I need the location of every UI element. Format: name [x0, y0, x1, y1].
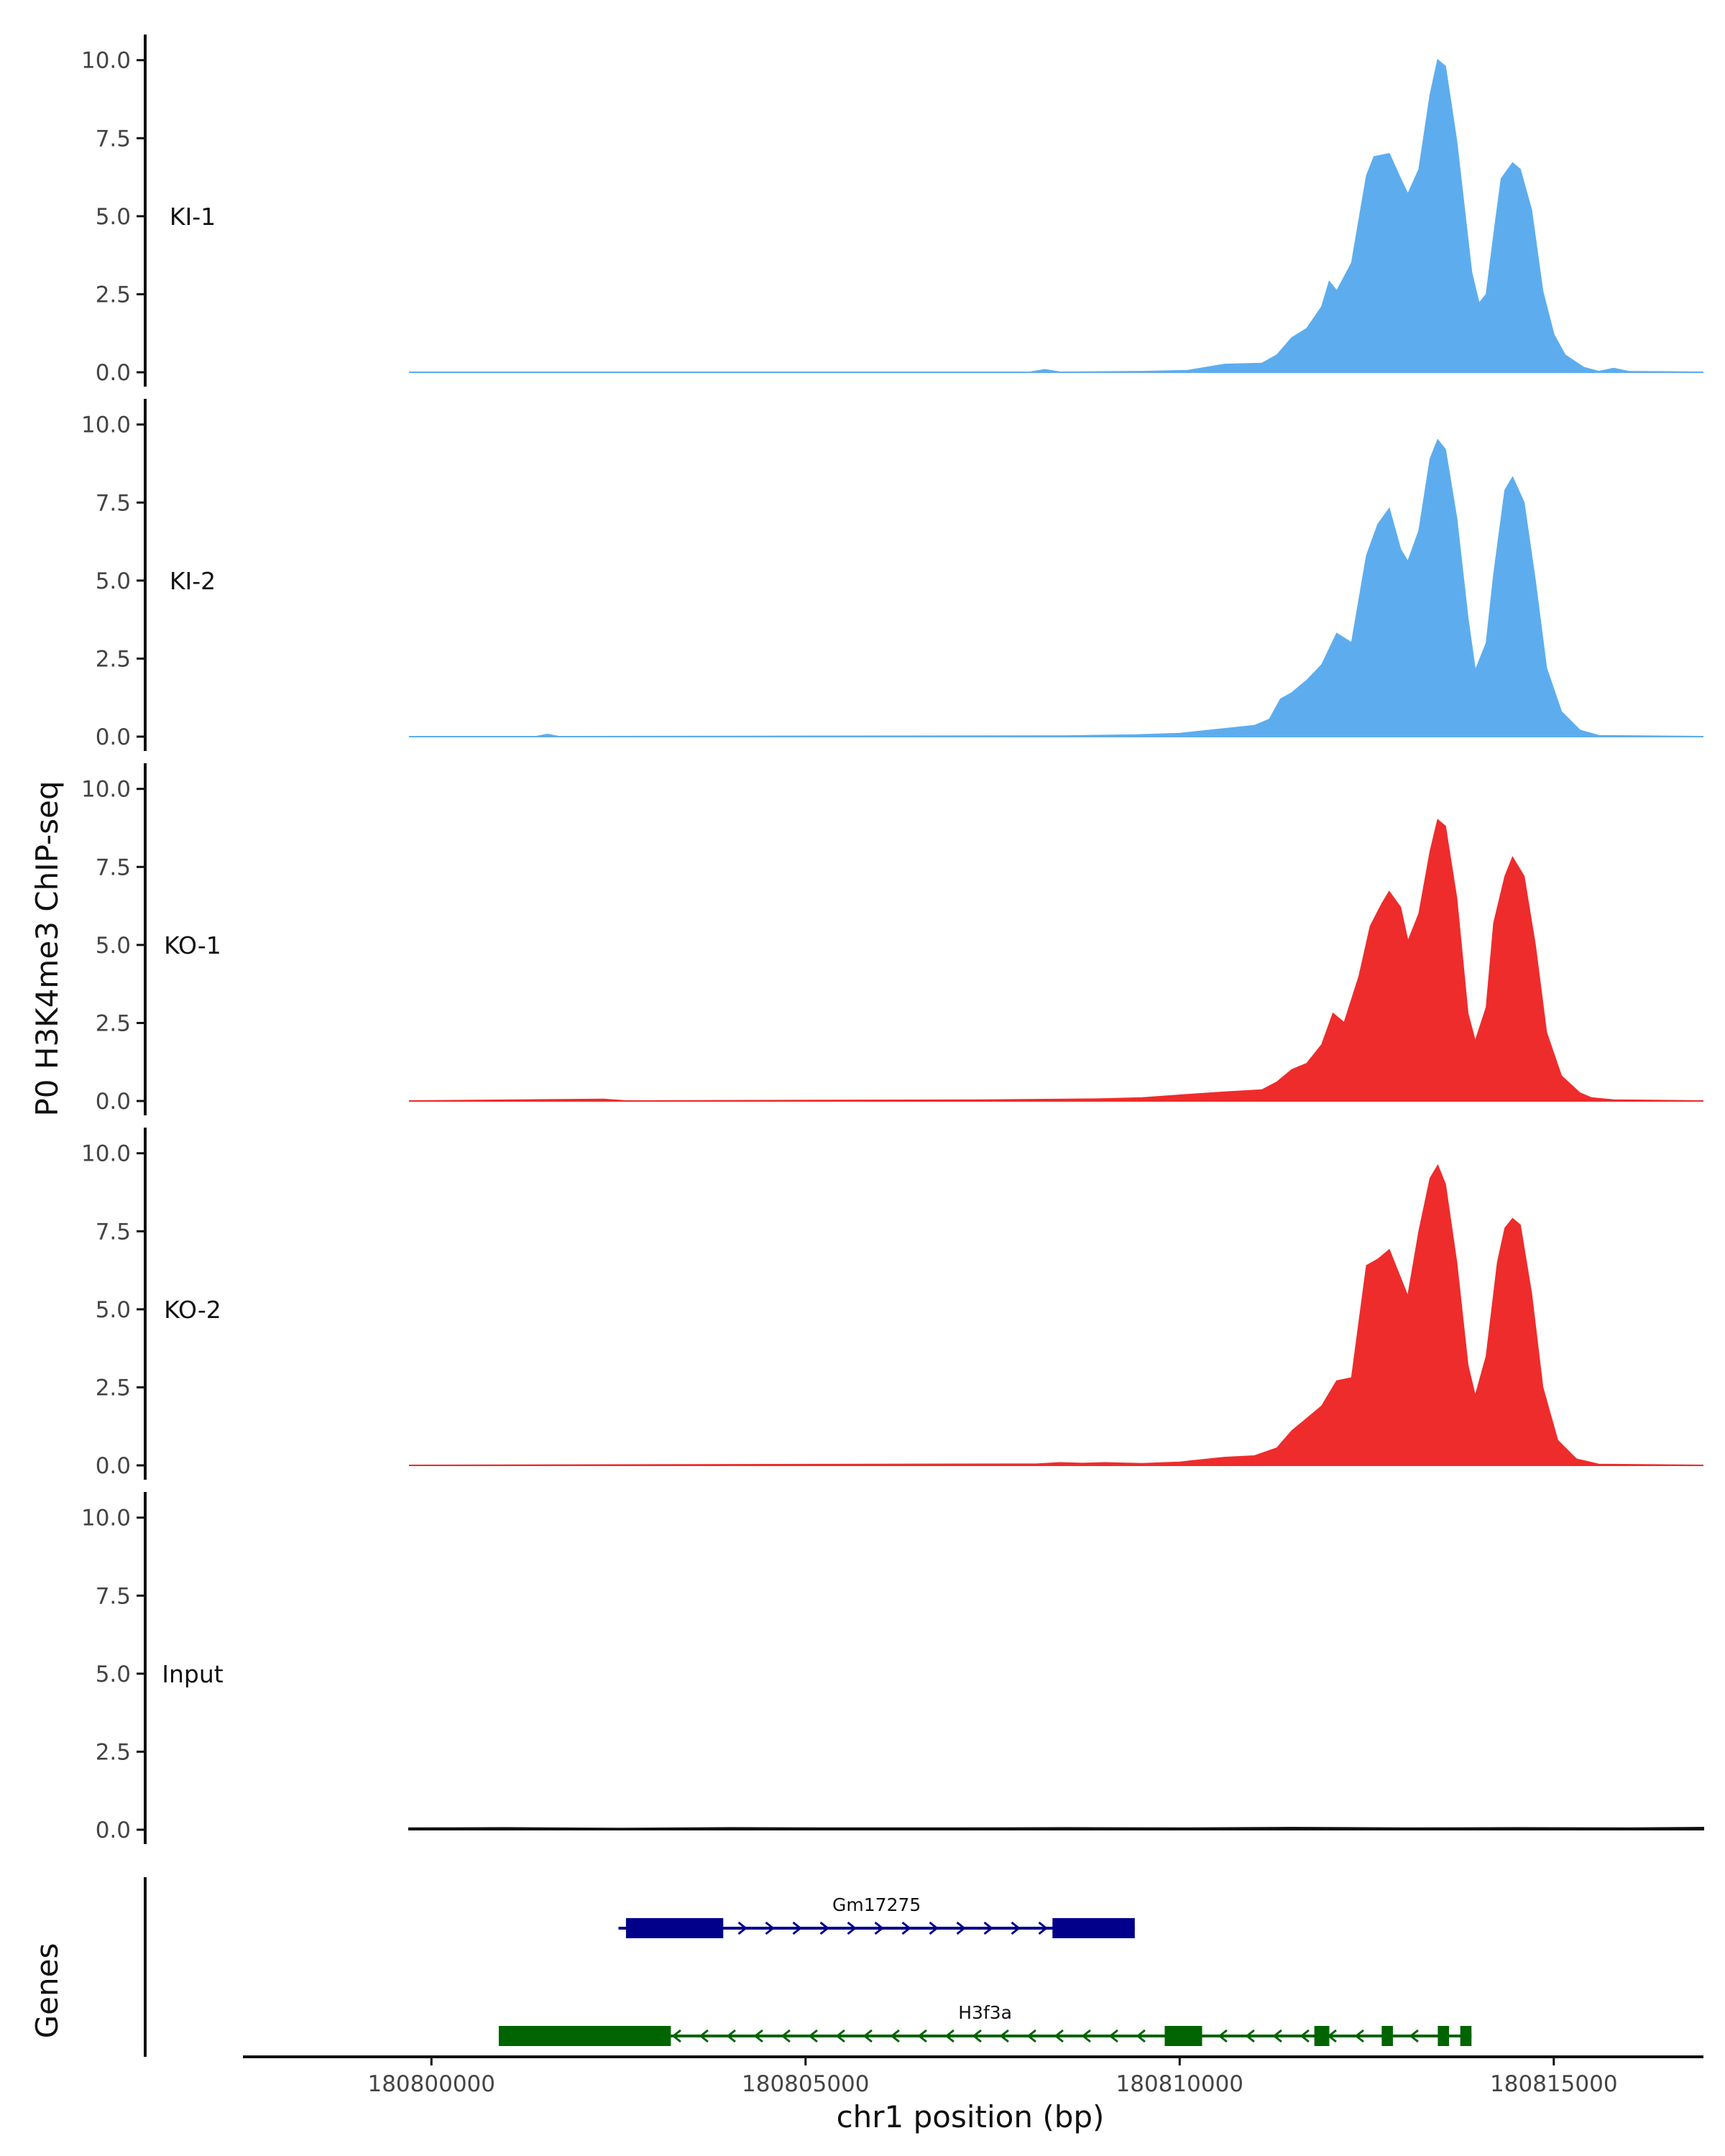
gene-1: H3f3a — [498, 2002, 1472, 2046]
gene-0: Gm17275 — [618, 1894, 1135, 1938]
y-tick-label: 5.0 — [96, 1662, 131, 1687]
strand-chevron — [972, 2029, 982, 2043]
strand-chevron — [781, 2029, 791, 2043]
strand-chevron — [699, 2029, 709, 2043]
strand-chevron — [1054, 2029, 1064, 2043]
coverage-area — [408, 1826, 1704, 1830]
strand-chevron — [862, 2029, 873, 2043]
y-tick-label: 7.5 — [96, 1583, 131, 1609]
y-tick-label: 5.0 — [96, 204, 131, 230]
y-tick-label: 7.5 — [96, 854, 131, 880]
strand-chevron — [1108, 2029, 1118, 2043]
strand-chevron — [1300, 2029, 1310, 2043]
strand-chevron — [890, 2029, 900, 2043]
strand-chevron — [1026, 2029, 1036, 2043]
y-tick-label: 0.0 — [96, 360, 131, 386]
x-axis: 180800000 180805000 180810000 180815000 — [243, 2055, 1703, 2097]
strand-chevron — [901, 1921, 911, 1935]
strand-chevron — [671, 2029, 681, 2043]
y-tick-label: 2.5 — [96, 1375, 131, 1401]
gene-exon — [498, 2026, 671, 2046]
strand-chevron — [753, 2029, 763, 2043]
gene-exon — [1314, 2026, 1330, 2046]
strand-chevron — [819, 1921, 829, 1935]
track-3: 0.0 2.5 5.0 7.5 10.0 KO-2 — [81, 1128, 1704, 1480]
gene-exon — [1052, 1918, 1135, 1938]
strand-chevron — [1409, 2029, 1419, 2043]
strand-chevron — [999, 2029, 1009, 2043]
y-tick-label: 0.0 — [96, 1818, 131, 1843]
track-label: KO-2 — [164, 1296, 221, 1324]
gene-track: Gm17275 H3f3a — [144, 1877, 1472, 2057]
track-2: 0.0 2.5 5.0 7.5 10.0 KO-1 — [81, 763, 1704, 1115]
strand-chevron — [1272, 2029, 1282, 2043]
gene-exon — [1438, 2026, 1450, 2046]
strand-chevron — [835, 2029, 845, 2043]
y-tick-label: 0.0 — [96, 1453, 131, 1479]
y-tick-label: 10.0 — [81, 48, 131, 74]
y-tick-label: 2.5 — [96, 1010, 131, 1036]
coverage-area — [408, 1164, 1704, 1466]
strand-chevron — [983, 1921, 993, 1935]
strand-chevron — [726, 2029, 736, 2043]
gene-exon — [1381, 2026, 1393, 2046]
x-tick-label: 180800000 — [367, 2071, 495, 2097]
x-tick-label: 180815000 — [1490, 2071, 1618, 2097]
gene-exon — [1164, 2026, 1202, 2046]
strand-chevron — [808, 2029, 818, 2043]
coverage-area — [408, 819, 1704, 1102]
track-label: KO-1 — [164, 931, 221, 959]
gene-exon — [625, 1918, 724, 1938]
y-tick-label: 7.5 — [96, 1219, 131, 1245]
y-tick-label: 7.5 — [96, 490, 131, 516]
track-label: KI-2 — [170, 567, 216, 595]
strand-chevron — [929, 1921, 939, 1935]
coverage-area — [409, 58, 1704, 374]
track-4: 0.0 2.5 5.0 7.5 10.0 Input — [81, 1492, 1704, 1844]
gene-label: H3f3a — [958, 2002, 1012, 2023]
strand-chevron — [1354, 2029, 1364, 2043]
genes-axis-title: Genes — [29, 1943, 65, 2039]
y-tick-label: 2.5 — [96, 1739, 131, 1765]
strand-chevron — [1136, 2029, 1146, 2043]
strand-chevron — [1218, 2029, 1228, 2043]
y-tick-label: 10.0 — [81, 777, 131, 803]
strand-chevron — [874, 1921, 884, 1935]
y-tick-label: 0.0 — [96, 724, 131, 750]
strand-chevron — [765, 1921, 775, 1935]
y-tick-label: 0.0 — [96, 1089, 131, 1115]
y-tick-label: 10.0 — [81, 1141, 131, 1167]
strand-chevron — [737, 1921, 748, 1935]
y-tick-label: 10.0 — [81, 413, 131, 438]
strand-chevron — [1038, 1921, 1048, 1935]
strand-chevron — [792, 1921, 802, 1935]
strand-chevron — [1011, 1921, 1021, 1935]
coverage-tracks: 0.0 2.5 5.0 7.5 10.0 KI-1 0.0 2.5 5.0 7.5 10.0 KI-2… — [81, 34, 1704, 1844]
y-tick-label: 5.0 — [96, 568, 131, 594]
y-tick-label: 5.0 — [96, 1297, 131, 1323]
track-0: 0.0 2.5 5.0 7.5 10.0 KI-1 — [81, 34, 1704, 387]
strand-chevron — [944, 2029, 954, 2043]
y-tick-label: 10.0 — [81, 1506, 131, 1531]
track-label: KI-1 — [170, 203, 216, 231]
strand-chevron — [917, 2029, 927, 2043]
gene-exon — [1460, 2026, 1472, 2046]
track-1: 0.0 2.5 5.0 7.5 10.0 KI-2 — [81, 399, 1704, 751]
gene-label: Gm17275 — [832, 1894, 921, 1915]
x-tick-label: 180805000 — [742, 2071, 870, 2097]
strand-chevron — [1245, 2029, 1255, 2043]
x-tick-label: 180810000 — [1116, 2071, 1244, 2097]
strand-chevron — [847, 1921, 857, 1935]
y-tick-label: 2.5 — [96, 646, 131, 672]
track-label: Input — [162, 1660, 224, 1688]
strand-chevron — [956, 1921, 966, 1935]
x-axis-title: chr1 position (bp) — [837, 2099, 1105, 2134]
y-axis-title: P0 H3K4me3 ChIP-seq — [29, 780, 65, 1116]
y-tick-label: 5.0 — [96, 933, 131, 959]
y-tick-label: 2.5 — [96, 282, 131, 308]
y-tick-label: 7.5 — [96, 126, 131, 152]
strand-chevron — [1081, 2029, 1091, 2043]
coverage-area — [409, 438, 1704, 738]
